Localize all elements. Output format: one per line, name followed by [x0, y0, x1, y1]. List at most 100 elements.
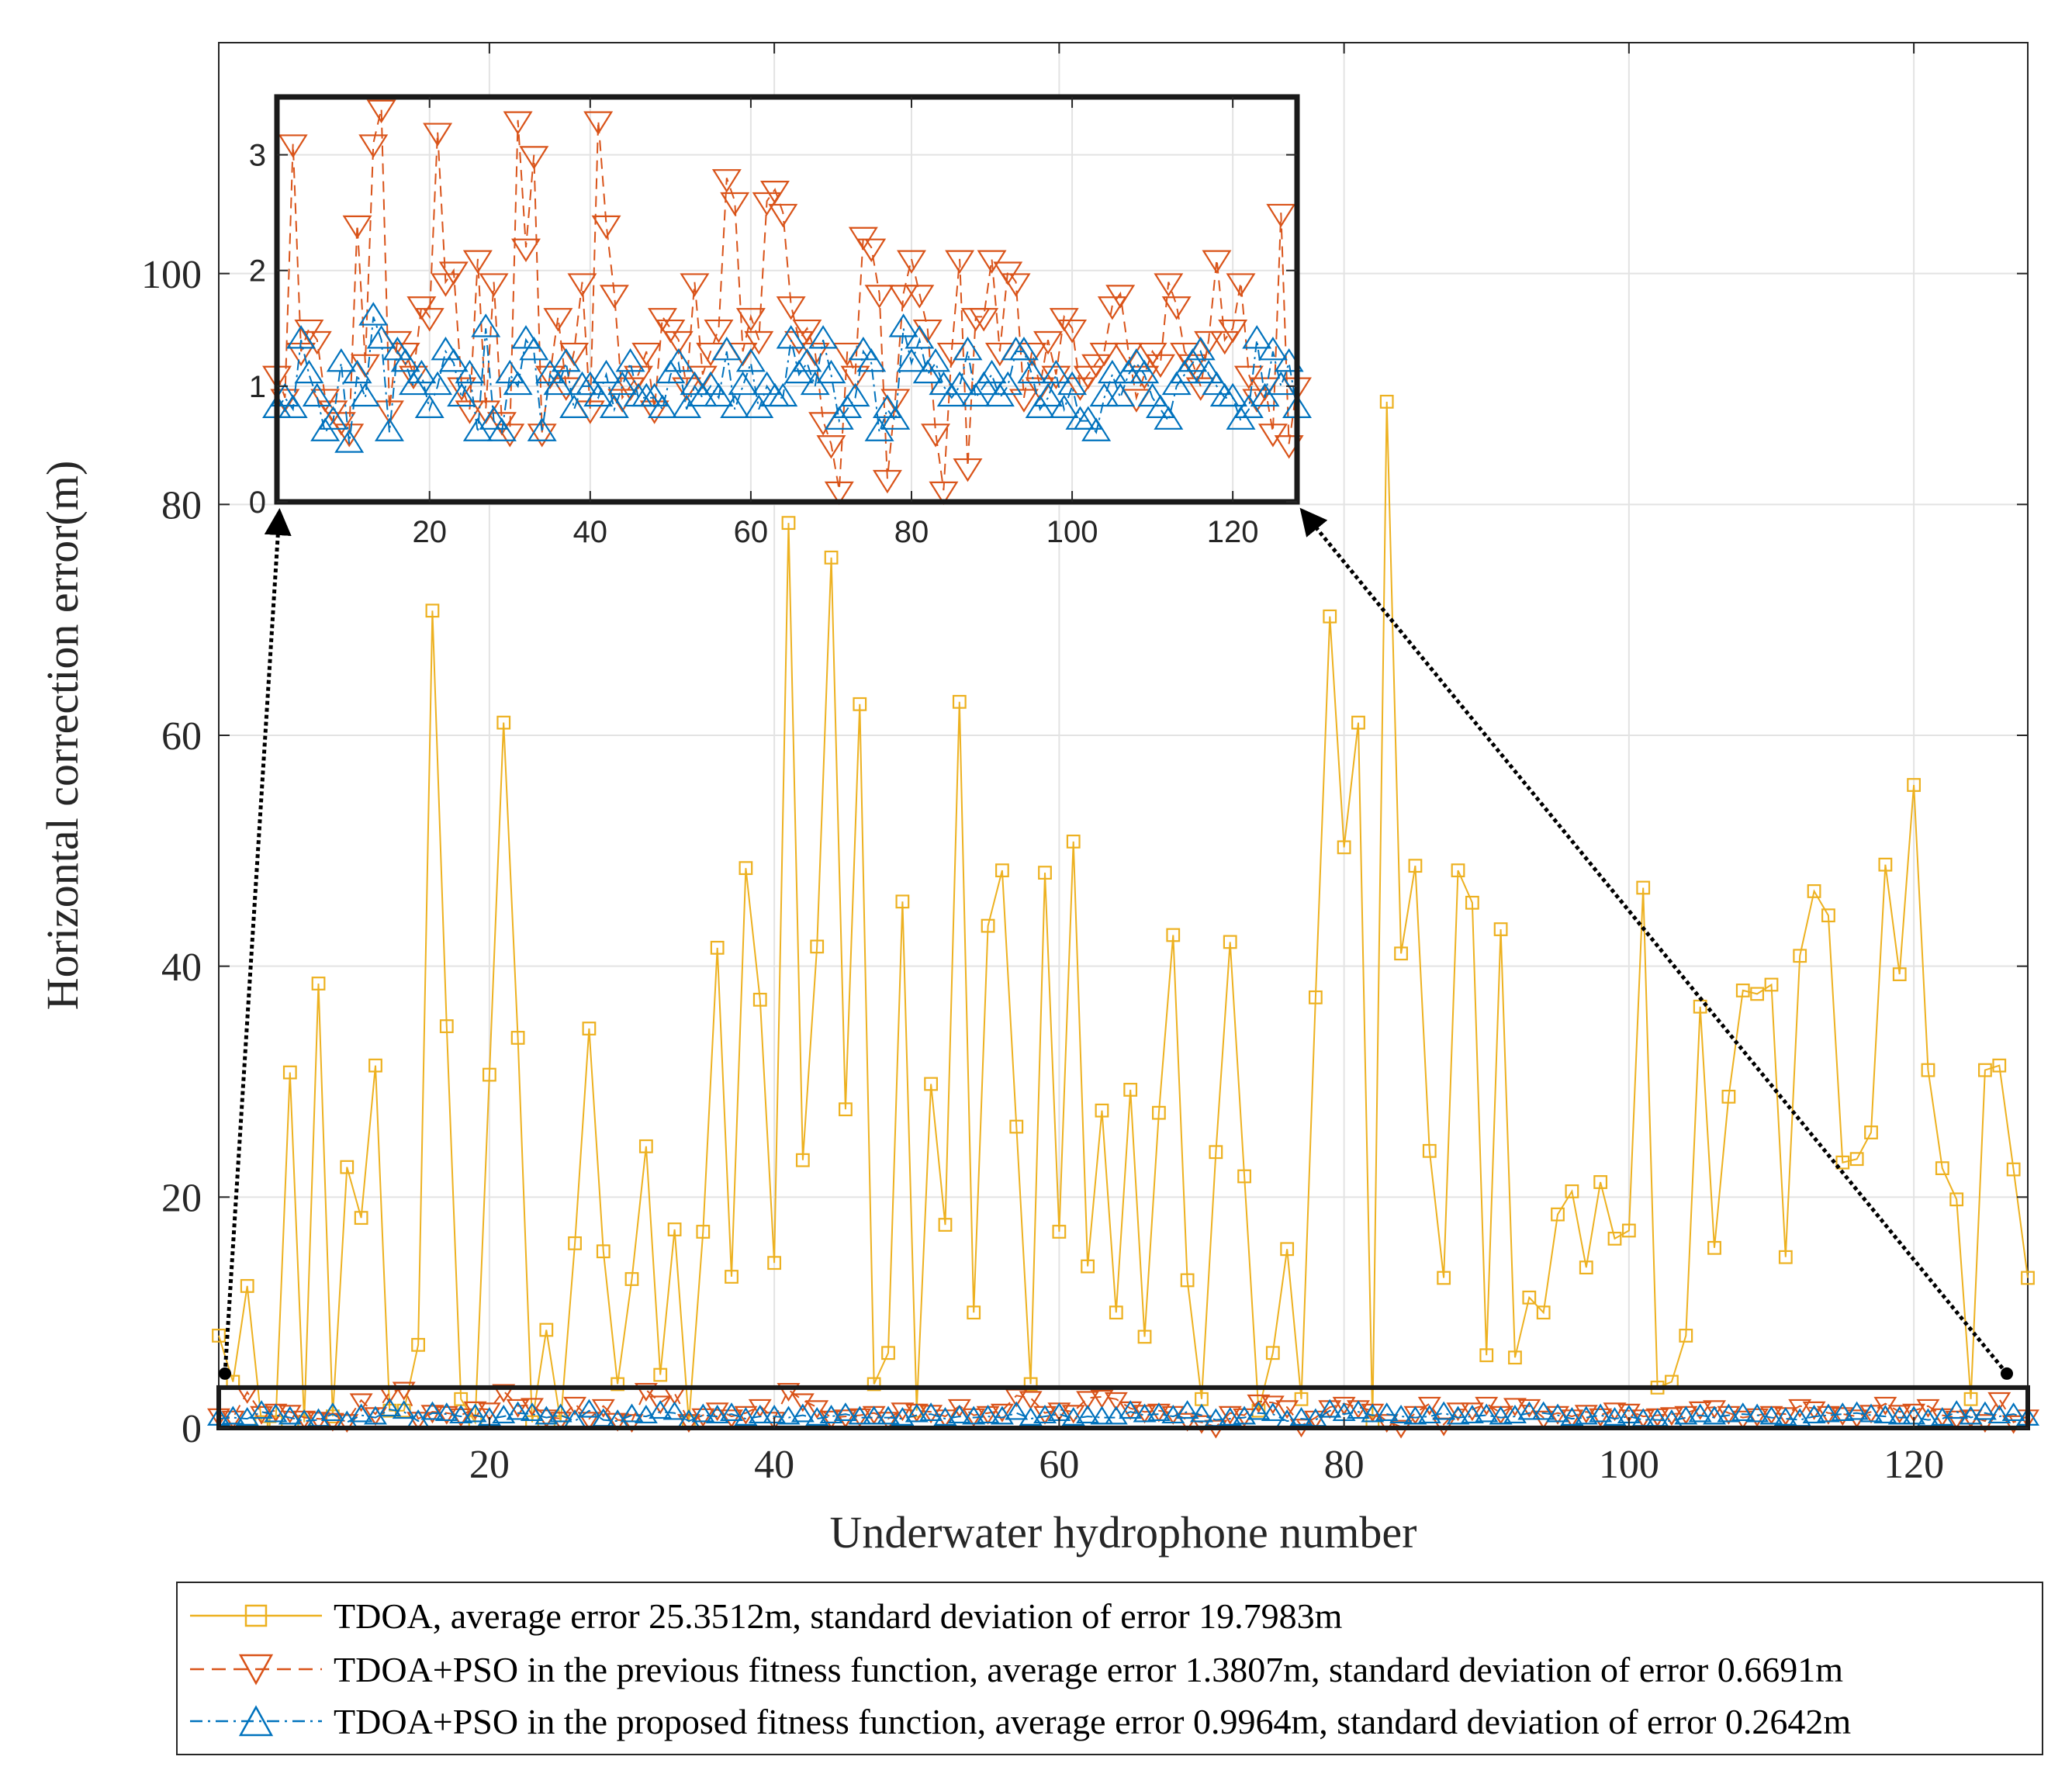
inset-tick-labels: 20 40 60 80 100 120 0 1 2 3 — [249, 97, 1297, 549]
data-point-square — [539, 1322, 554, 1337]
data-point-triangle-up — [1178, 347, 1208, 372]
data-point-triangle-up — [1005, 1401, 1029, 1420]
data-point-square — [839, 1102, 853, 1117]
data-point-triangle-up — [1097, 359, 1127, 384]
data-point-triangle-down — [599, 285, 629, 309]
data-point-triangle-down — [748, 1399, 772, 1418]
legend-label-proposed: TDOA+PSO in the proposed fitness functio… — [334, 1702, 1851, 1741]
data-point-triangle-up — [977, 359, 1007, 384]
legend-label-tdoa: TDOA, average error 25.3512m, standard d… — [334, 1596, 1343, 1636]
data-point-triangle-up — [880, 406, 911, 430]
data-point-triangle-up — [390, 347, 420, 372]
data-point-triangle-up — [734, 1407, 758, 1426]
inset-frame — [274, 94, 1300, 505]
data-point-triangle-down — [1503, 1398, 1527, 1417]
data-point-triangle-up — [374, 417, 404, 441]
data-point-square — [938, 1218, 953, 1232]
data-point-triangle-up — [680, 371, 710, 396]
data-point-triangle-up — [438, 347, 469, 372]
x-tick-label: 100 — [1046, 515, 1098, 549]
legend-triangle-down-icon — [238, 1654, 274, 1685]
data-point-triangle-up — [872, 394, 902, 418]
data-point-triangle-up — [1145, 394, 1175, 418]
data-point-triangle-up — [406, 359, 437, 384]
data-point-triangle-down — [824, 481, 854, 506]
data-point-triangle-up — [744, 394, 774, 418]
data-point-triangle-up — [1190, 1403, 1213, 1423]
data-point-square — [1009, 1119, 1024, 1134]
data-point-triangle-up — [1025, 394, 1055, 418]
data-point-triangle-down — [921, 424, 951, 448]
data-point-triangle-down — [334, 424, 365, 448]
data-point-triangle-up — [1154, 406, 1184, 430]
data-point-triangle-up — [984, 382, 1015, 407]
data-point-triangle-up — [1845, 1401, 1869, 1420]
data-point-triangle-up — [1703, 1405, 1727, 1425]
data-point-triangle-down — [1247, 1394, 1271, 1413]
data-point-triangle-down — [577, 1412, 601, 1431]
data-point-triangle-up — [862, 1405, 886, 1425]
data-point-triangle-up — [808, 325, 839, 349]
data-point-square — [1308, 990, 1323, 1004]
data-point-triangle-down — [905, 285, 935, 309]
data-point-triangle-down — [691, 1408, 715, 1427]
data-point-triangle-up — [264, 1403, 288, 1423]
data-point-triangle-down — [1226, 273, 1256, 297]
data-point-triangle-up — [704, 382, 734, 407]
series-line-2 — [276, 316, 1298, 444]
data-point-triangle-down — [720, 1409, 744, 1429]
data-point-triangle-down — [1049, 308, 1079, 332]
data-point-triangle-down — [805, 1400, 829, 1419]
data-point-triangle-down — [1161, 296, 1192, 320]
data-point-triangle-up — [945, 371, 975, 396]
data-point-triangle-down — [506, 1399, 530, 1418]
data-point-triangle-up — [1266, 371, 1296, 396]
data-point-triangle-up — [434, 1402, 458, 1422]
data-point-square — [1565, 1184, 1579, 1198]
data-point-triangle-down — [1081, 354, 1112, 379]
data-point-triangle-up — [591, 359, 621, 384]
data-point-triangle-down — [1057, 319, 1088, 344]
data-point-triangle-up — [1033, 382, 1064, 407]
data-point-triangle-down — [776, 296, 806, 320]
data-point-square — [1721, 1089, 1736, 1104]
data-point-triangle-up — [349, 1403, 373, 1423]
data-point-triangle-up — [462, 417, 493, 441]
data-point-square — [1223, 935, 1237, 949]
data-point-triangle-up — [1460, 1405, 1484, 1424]
data-point-square — [1536, 1305, 1551, 1320]
data-point-triangle-down — [591, 1399, 615, 1418]
data-point-triangle-up — [1531, 1401, 1555, 1420]
data-point-triangle-up — [548, 1403, 572, 1423]
data-point-triangle-down — [1257, 424, 1288, 448]
data-point-triangle-up — [506, 1401, 530, 1420]
data-point-square — [781, 516, 796, 531]
data-point-square — [1807, 884, 1821, 898]
y-tick-label: 2 — [249, 254, 266, 289]
data-point-square — [354, 1211, 368, 1226]
data-point-triangle-down — [1025, 377, 1055, 401]
y-tick-label: 80 — [161, 484, 202, 528]
data-point-triangle-down — [591, 215, 621, 240]
data-point-triangle-up — [1759, 1405, 1783, 1425]
data-point-triangle-up — [342, 359, 372, 384]
data-point-square — [2006, 1162, 2021, 1177]
data-point-triangle-up — [1175, 1400, 1199, 1419]
data-point-triangle-down — [423, 123, 453, 147]
inset-background — [277, 97, 1297, 502]
data-point-triangle-up — [1194, 359, 1224, 384]
data-point-triangle-up — [1250, 382, 1280, 407]
data-point-triangle-up — [1361, 1403, 1385, 1423]
data-point-triangle-down — [784, 330, 815, 355]
data-point-triangle-down — [816, 435, 846, 459]
data-point-triangle-down — [1033, 330, 1064, 355]
data-point-triangle-up — [334, 429, 365, 453]
data-point-triangle-down — [431, 273, 461, 297]
y-tick-label: 1 — [249, 370, 266, 404]
data-point-triangle-up — [615, 347, 645, 372]
data-point-triangle-up — [1887, 1405, 1911, 1425]
data-point-triangle-down — [953, 458, 983, 482]
data-point-square — [1123, 1083, 1138, 1097]
data-point-square — [853, 697, 867, 711]
